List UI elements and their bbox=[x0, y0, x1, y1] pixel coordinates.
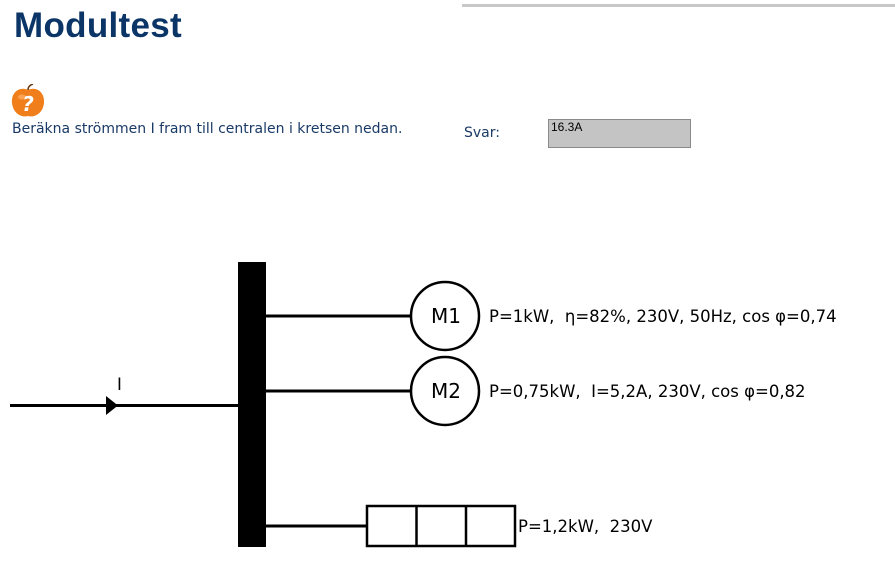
answer-field[interactable]: 16.3A bbox=[548, 119, 691, 148]
motor2-spec: P=0,75kW, I=5,2A, 230V, cos φ=0,82 bbox=[489, 382, 806, 401]
motor2-label: M2 bbox=[431, 379, 461, 403]
page-title: Modultest bbox=[14, 6, 182, 45]
header-divider bbox=[462, 4, 895, 7]
resistive-load-symbol bbox=[365, 504, 517, 548]
busbar bbox=[238, 262, 266, 547]
motor1-symbol bbox=[409, 280, 481, 352]
question-text: Beräkna strömmen I fram till centralen i… bbox=[12, 121, 403, 137]
load-spec: P=1,2kW, 230V bbox=[518, 517, 653, 536]
current-arrow-icon bbox=[106, 396, 118, 415]
motor2-symbol bbox=[409, 355, 481, 427]
motor1-spec: P=1kW, η=82%, 230V, 50Hz, cos φ=0,74 bbox=[489, 307, 837, 326]
svg-text:?: ? bbox=[22, 92, 34, 116]
motor1-label: M1 bbox=[431, 304, 461, 328]
current-label: I bbox=[117, 375, 122, 394]
answer-label: Svar: bbox=[464, 125, 500, 141]
help-question-icon[interactable]: ? bbox=[10, 84, 46, 118]
